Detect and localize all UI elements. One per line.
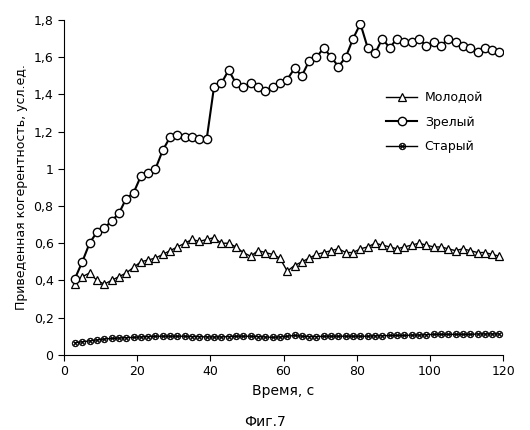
Молодой — [86, 270, 93, 276]
Line: Молодой: Молодой — [71, 233, 504, 288]
Зрелый — [496, 49, 502, 54]
Молодой — [182, 241, 188, 246]
Молодой — [386, 244, 393, 249]
Молодой — [116, 274, 122, 279]
Зрелый — [292, 66, 298, 71]
Зрелый — [386, 45, 393, 50]
Старый — [116, 335, 122, 341]
Молодой — [211, 235, 217, 240]
Старый — [379, 333, 385, 338]
Старый — [86, 338, 93, 344]
Старый — [292, 333, 298, 338]
Text: Фиг.7: Фиг.7 — [244, 415, 286, 429]
X-axis label: Время, с: Время, с — [252, 384, 315, 398]
Старый — [474, 332, 481, 337]
Старый — [496, 332, 502, 337]
Line: Старый: Старый — [72, 331, 503, 346]
Line: Зрелый: Зрелый — [71, 19, 504, 283]
Старый — [182, 334, 188, 339]
Молодой — [496, 254, 502, 259]
Молодой — [72, 282, 78, 287]
Зрелый — [72, 276, 78, 281]
Y-axis label: Приведенная когерентность, усл.ед.: Приведенная когерентность, усл.ед. — [15, 64, 28, 310]
Старый — [72, 340, 78, 345]
Молодой — [299, 259, 305, 264]
Зрелый — [86, 241, 93, 246]
Зрелый — [116, 211, 122, 216]
Legend: Молодой, Зрелый, Старый: Молодой, Зрелый, Старый — [381, 86, 488, 158]
Зрелый — [357, 21, 364, 26]
Старый — [138, 335, 144, 340]
Зрелый — [182, 135, 188, 140]
Зрелый — [138, 174, 144, 179]
Молодой — [138, 259, 144, 264]
